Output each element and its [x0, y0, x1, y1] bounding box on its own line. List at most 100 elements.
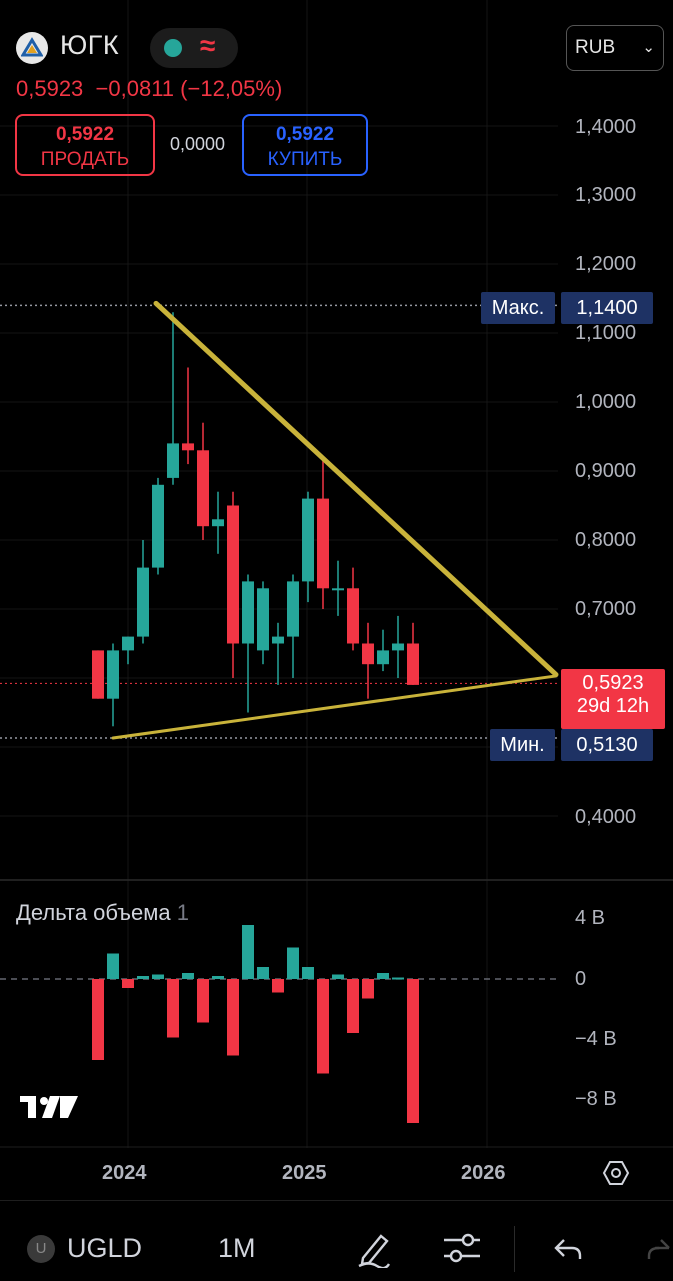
candle-body [332, 588, 344, 591]
sell-label: ПРОДАТЬ [40, 149, 130, 170]
price-axis-label: 1,0000 [575, 391, 637, 413]
volume-delta-param: 1 [176, 900, 189, 925]
delayed-data-icon: ≈ [200, 30, 216, 61]
price-change: −0,0811 [95, 76, 175, 101]
company-logo [16, 32, 48, 64]
price-axis-label: 0,9000 [575, 460, 637, 482]
volume-axis-label: 4 B [575, 907, 606, 929]
currency-select[interactable]: RUB ⌄ [566, 25, 664, 71]
candle-body [227, 505, 239, 644]
sell-price: 0,5922 [55, 124, 115, 145]
candle-body [137, 567, 149, 637]
trendlines [111, 300, 559, 740]
volume-bar [392, 977, 404, 980]
candle-body [107, 650, 119, 699]
price-change-line: 0,5923 −0,0811 (−12,05%) [16, 76, 282, 102]
candles [92, 312, 419, 727]
redo-icon[interactable] [645, 1232, 673, 1269]
candle-body [152, 484, 164, 568]
current-price-box: 0,5923 29d 12h [561, 669, 665, 729]
candle-body [272, 636, 284, 644]
volume-bar [242, 925, 254, 979]
chart-settings-icon[interactable] [602, 1159, 630, 1192]
volume-bar [197, 979, 209, 1023]
toolbar-divider [514, 1226, 515, 1272]
buy-label: КУПИТЬ [267, 149, 343, 170]
candle-body [347, 588, 359, 644]
candle-body [302, 498, 314, 582]
drawing-pencil-icon[interactable] [355, 1228, 393, 1273]
candle-body [287, 581, 299, 637]
sell-button[interactable]: 0,5922 ПРОДАТЬ [15, 114, 155, 176]
volume-bar [257, 967, 269, 979]
timeframe-button[interactable]: 1M [218, 1233, 256, 1263]
max-label: Макс. [481, 292, 555, 324]
price-axis-label: 0,7000 [575, 598, 637, 620]
candle-body [92, 650, 104, 699]
volume-bar [272, 979, 284, 993]
volume-axis-label: −8 B [575, 1088, 617, 1110]
min-value: 0,5130 [561, 729, 653, 761]
candle-body [362, 643, 374, 665]
symbol-button[interactable]: UGLD [67, 1233, 143, 1263]
volume-bar [362, 979, 374, 999]
price-axis-label: 0,4000 [575, 806, 637, 828]
spread-value: 0,0000 [170, 134, 226, 154]
currency-value: RUB [575, 37, 616, 58]
chevron-down-icon: ⌄ [642, 39, 655, 56]
volume-bar [212, 976, 224, 979]
time-axis-label: 2024 [102, 1162, 147, 1184]
candle-body [407, 643, 419, 685]
current-price-value: 0,5923 [582, 672, 644, 694]
candle-body [197, 450, 209, 527]
volume-bar [182, 973, 194, 979]
candle-body [182, 443, 194, 451]
upper-trendline [153, 300, 559, 678]
volume-bars [0, 925, 558, 1123]
volume-bar [152, 974, 164, 979]
volume-bar [377, 973, 389, 979]
symbol-avatar: U [27, 1235, 55, 1263]
price-chart[interactable] [0, 0, 673, 1200]
price-change-pct: (−12,05%) [180, 76, 283, 101]
volume-bar [407, 979, 419, 1123]
candle-body [392, 643, 404, 651]
volume-bar [227, 979, 239, 1056]
bottom-toolbar [0, 1200, 673, 1281]
volume-bar [317, 979, 329, 1074]
candle-countdown: 29d 12h [576, 695, 650, 717]
volume-delta-title[interactable]: Дельта объема 1 [16, 900, 189, 926]
candle-body [122, 636, 134, 651]
price-axis-label: 1,1000 [575, 322, 637, 344]
price-axis-label: 1,3000 [575, 184, 637, 206]
market-open-icon [164, 39, 182, 57]
candle-body [317, 498, 329, 589]
volume-bar [287, 947, 299, 979]
volume-bar [122, 979, 134, 988]
candle-body [167, 443, 179, 478]
volume-delta-name: Дельта объема [16, 900, 171, 925]
buy-price: 0,5922 [275, 124, 335, 145]
undo-icon[interactable] [552, 1232, 584, 1269]
candle-body [212, 519, 224, 527]
volume-bar [167, 979, 179, 1038]
volume-bar [107, 953, 119, 979]
lower-trendline [111, 674, 558, 740]
tradingview-logo [20, 1092, 78, 1127]
candle-body [377, 650, 389, 665]
candle-body [257, 588, 269, 651]
ticker-title[interactable]: ЮГК [60, 30, 120, 60]
candle-body [242, 581, 254, 644]
indicators-sliders-icon[interactable] [442, 1230, 482, 1271]
price-axis-label: 1,2000 [575, 253, 637, 275]
volume-bar [92, 979, 104, 1060]
volume-axis-label: −4 B [575, 1028, 617, 1050]
min-label: Мин. [490, 729, 555, 761]
last-price: 0,5923 [16, 76, 84, 101]
price-axis-label: 0,8000 [575, 529, 637, 551]
volume-bar [347, 979, 359, 1033]
price-axis-label: 1,4000 [575, 116, 637, 138]
buy-button[interactable]: 0,5922 КУПИТЬ [242, 114, 368, 176]
volume-axis-label: 0 [575, 968, 587, 990]
max-value: 1,1400 [561, 292, 653, 324]
